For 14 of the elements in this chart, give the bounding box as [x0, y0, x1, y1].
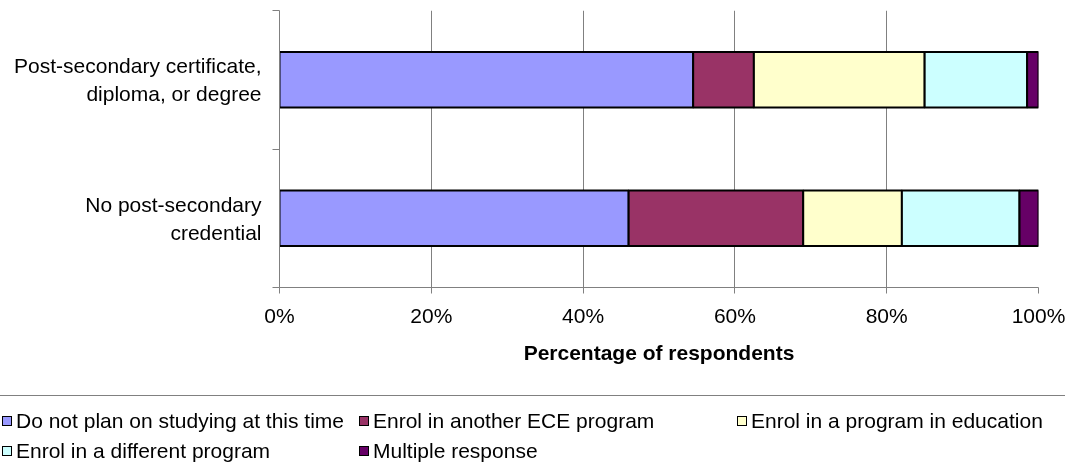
y-tick-label: No post-secondary credential [85, 192, 262, 244]
legend-label: Do not plan on studying at this time [16, 409, 345, 432]
legend-label: Multiple response [373, 439, 538, 462]
y-tick-label: Post-secondary certificate, diploma, or degree [14, 54, 262, 106]
legend-label: Enrol in a program in education [751, 409, 1043, 432]
x-tick-label: 40% [562, 303, 605, 327]
x-tick-label: 60% [713, 303, 756, 327]
legend-label: Enrol in a different program [16, 439, 271, 462]
x-tick-label: 20% [410, 303, 453, 327]
x-tick-label: 0% [264, 303, 295, 327]
x-axis-title: Percentage of respondents [523, 340, 795, 364]
x-tick-label: 80% [865, 303, 908, 327]
legend-label: Enrol in another ECE program [373, 409, 655, 432]
x-tick-label: 100% [1011, 303, 1065, 327]
